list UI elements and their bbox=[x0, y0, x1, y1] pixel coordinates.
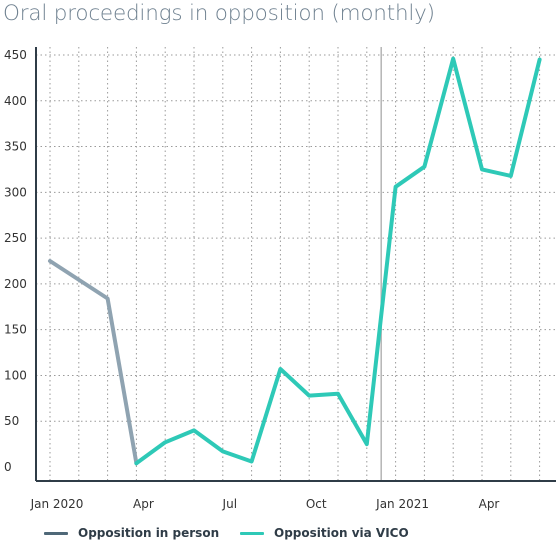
legend-swatch-vico bbox=[240, 532, 264, 535]
series-line-in-person bbox=[50, 261, 136, 463]
y-axis-ticks: 0 50 100 150 200 250 300 350 400 450 bbox=[4, 48, 27, 474]
x-tick-label: Jan 2020 bbox=[30, 497, 84, 511]
legend-item-vico: Opposition via VICO bbox=[240, 526, 409, 540]
x-axis-ticks: Jan 2020 Apr Jul Oct Jan 2021 Apr bbox=[30, 497, 500, 511]
y-tick-label: 0 bbox=[4, 460, 12, 474]
line-chart: 050100150200250300350400450 Jan 2020AprJ… bbox=[0, 0, 556, 520]
y-tick-label: 400 bbox=[4, 94, 27, 108]
grid bbox=[36, 47, 556, 481]
axes bbox=[36, 47, 556, 481]
legend: Opposition in person Opposition via VICO bbox=[0, 526, 556, 546]
y-tick-label: 100 bbox=[4, 368, 27, 382]
x-tick-label: Apr bbox=[479, 497, 500, 511]
x-tick-label: Apr bbox=[133, 497, 154, 511]
x-tick-label: Oct bbox=[306, 497, 327, 511]
series-lines bbox=[50, 59, 540, 464]
y-tick-label: 200 bbox=[4, 277, 27, 291]
legend-item-in-person: Opposition in person bbox=[44, 526, 219, 540]
y-tick-label: 50 bbox=[4, 414, 19, 428]
legend-swatch-in-person bbox=[44, 532, 68, 535]
y-tick-label: 150 bbox=[4, 323, 27, 337]
y-tick-label: 450 bbox=[4, 48, 27, 62]
legend-label-vico: Opposition via VICO bbox=[274, 526, 409, 540]
legend-label-in-person: Opposition in person bbox=[78, 526, 219, 540]
x-tick-label: Jul bbox=[222, 497, 237, 511]
y-tick-label: 350 bbox=[4, 140, 27, 154]
x-tick-label: Jan 2021 bbox=[375, 497, 429, 511]
y-tick-label: 300 bbox=[4, 185, 27, 199]
y-tick-label: 250 bbox=[4, 231, 27, 245]
